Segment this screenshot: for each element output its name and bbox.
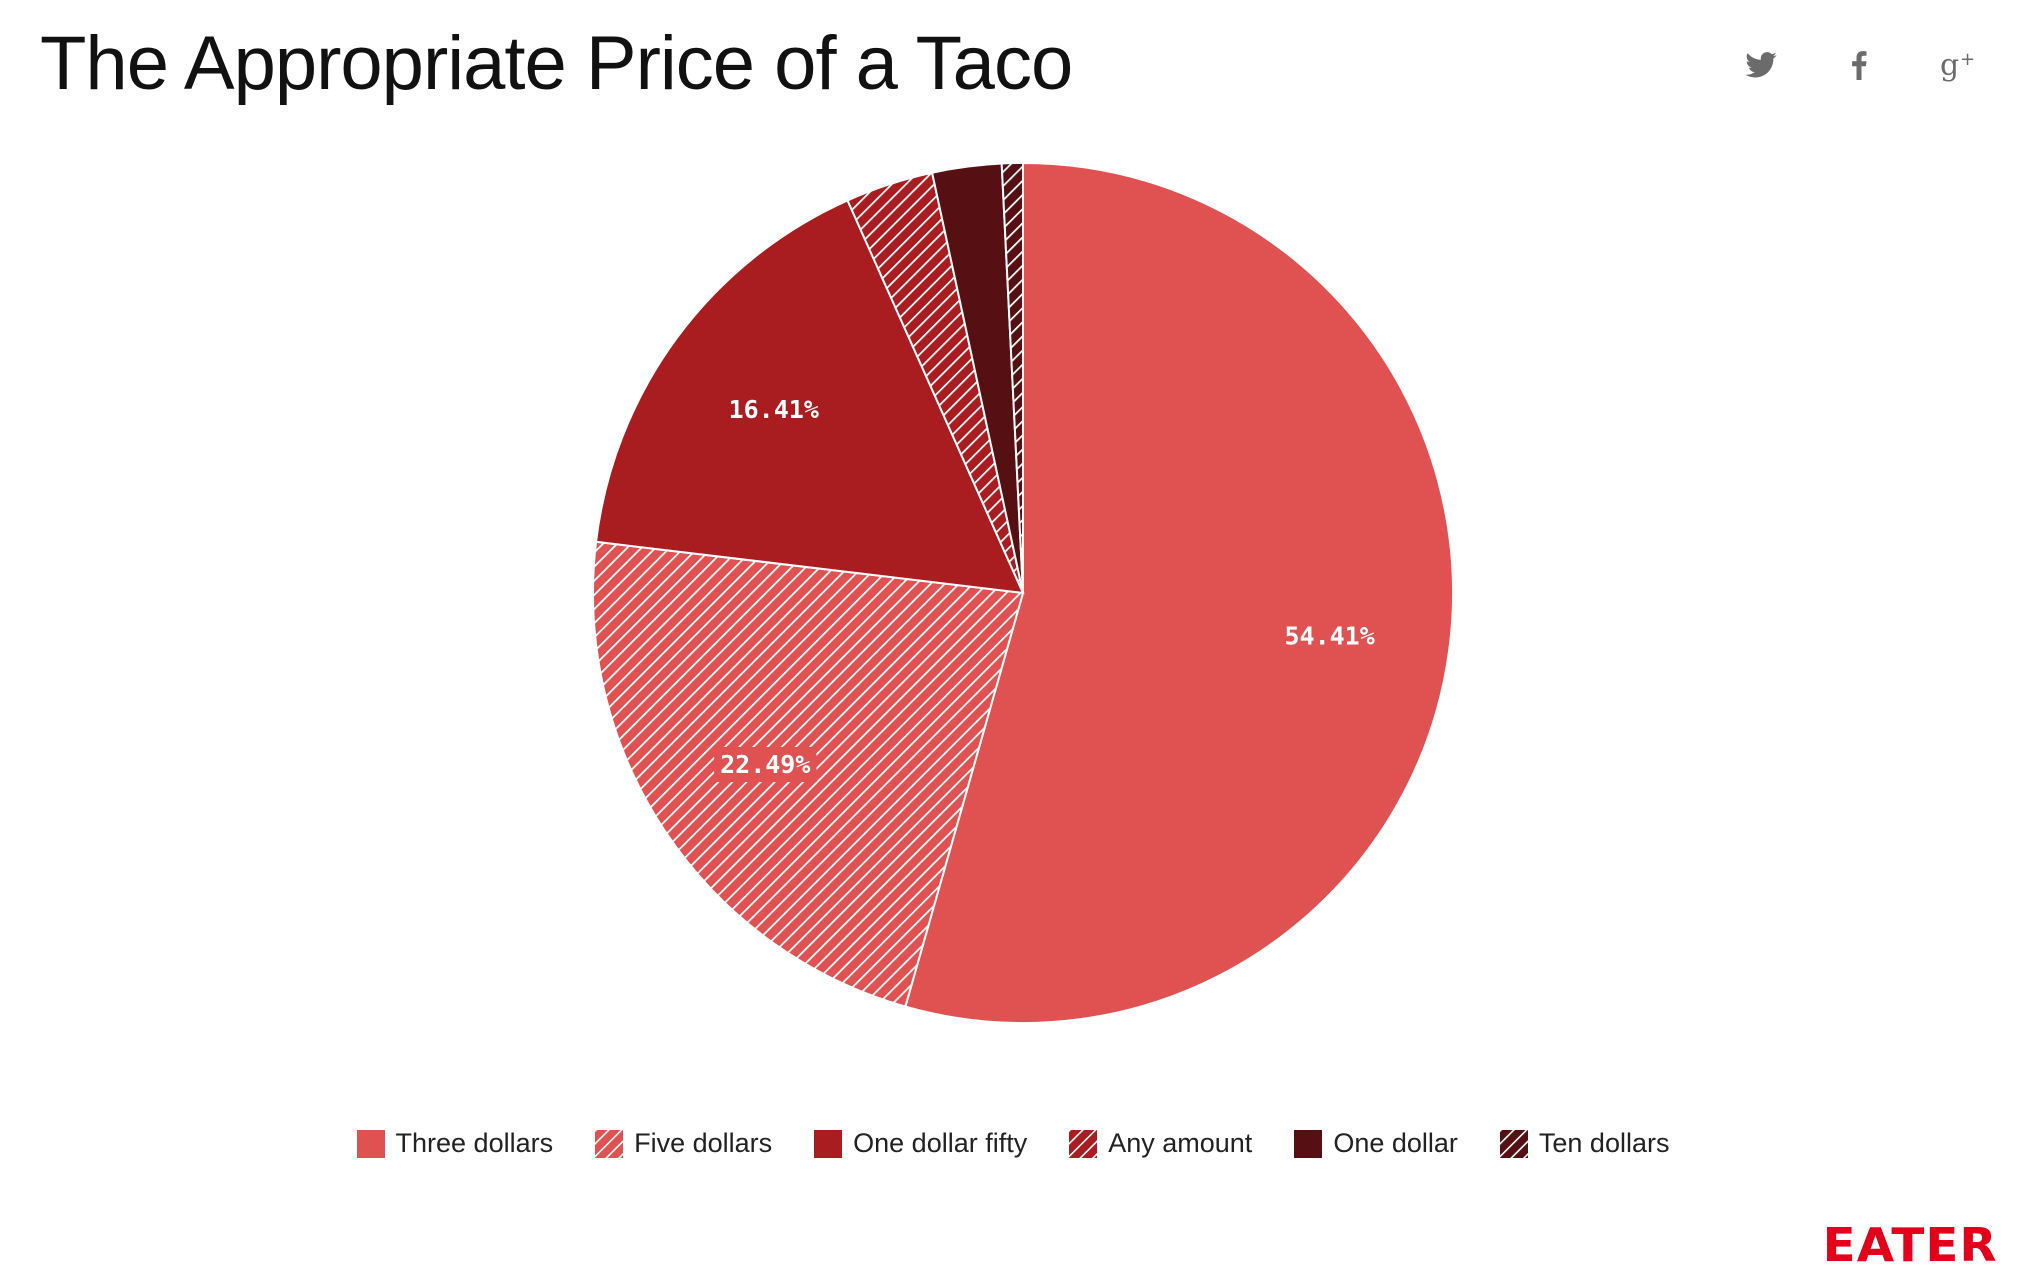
pie-data-labels: 54.41% 22.49% 16.41% <box>714 395 1375 783</box>
legend-label: One dollar fifty <box>853 1128 1028 1158</box>
chart-title: The Appropriate Price of a Taco <box>40 21 1073 106</box>
legend-item[interactable]: Three dollars <box>356 1128 554 1159</box>
legend-label: One dollar <box>1333 1128 1458 1158</box>
legend-swatch <box>814 1129 843 1158</box>
facebook-icon <box>1852 51 1867 80</box>
legend-label: Ten dollars <box>1538 1128 1670 1158</box>
pie-slice[interactable] <box>904 161 1454 1024</box>
legend-swatch <box>1499 1129 1528 1158</box>
eater-logo: EATER <box>1822 1218 1998 1272</box>
pie-data-label: 22.49% <box>720 750 810 779</box>
svg-text:g: g <box>1940 48 1959 82</box>
legend-swatch <box>1069 1129 1098 1158</box>
pie-slice[interactable] <box>594 199 1025 595</box>
legend-item[interactable]: Any amount <box>1069 1128 1252 1159</box>
legend-label: Three dollars <box>395 1128 554 1158</box>
legend: Three dollars Five dollars One dollar fift… <box>0 1128 2026 1159</box>
pie-data-label-bg <box>714 747 817 783</box>
legend-swatch <box>356 1129 385 1158</box>
svg-text:+: + <box>1960 49 1975 70</box>
pie-chart: 54.41% 22.49% 16.41% <box>592 161 1454 1024</box>
google-plus-icon: g + <box>1940 48 1975 82</box>
pie-data-label: 16.41% <box>729 395 819 424</box>
legend-swatch <box>1294 1129 1323 1158</box>
legend-swatch <box>595 1129 624 1158</box>
legend-label: Any amount <box>1108 1128 1253 1158</box>
share-bar: g + <box>1712 40 2006 90</box>
pie-data-label: 54.41% <box>1284 621 1374 650</box>
legend-item[interactable]: Five dollars <box>595 1128 772 1159</box>
pie-slice[interactable] <box>1000 161 1024 594</box>
legend-label: Five dollars <box>634 1128 773 1158</box>
twitter-share-button[interactable] <box>1712 40 1810 90</box>
legend-item[interactable]: One dollar fifty <box>814 1128 1027 1159</box>
pie-slices <box>592 161 1454 1024</box>
legend-item[interactable]: Ten dollars <box>1499 1128 1670 1159</box>
google-plus-share-button[interactable]: g + <box>1908 40 2006 90</box>
twitter-icon <box>1745 52 1777 78</box>
facebook-share-button[interactable] <box>1810 40 1908 90</box>
legend-item[interactable]: One dollar <box>1294 1128 1458 1159</box>
